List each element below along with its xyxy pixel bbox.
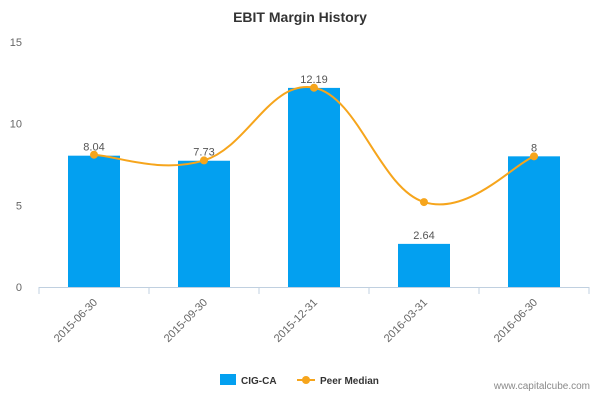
bar-data-label: 12.19 xyxy=(300,74,328,86)
legend: CIG-CA Peer Median xyxy=(220,374,379,387)
peer-median-point xyxy=(310,83,318,92)
watermark: www.capitalcube.com xyxy=(493,381,590,392)
x-tick-label: 2016-06-30 xyxy=(492,297,540,345)
line-series xyxy=(90,83,538,207)
legend-swatch-cig-ca xyxy=(220,374,236,385)
y-tick-label: 10 xyxy=(10,119,22,131)
x-tick-label: 2016-03-31 xyxy=(382,297,430,345)
bar-data-label: 8 xyxy=(531,142,537,154)
bar xyxy=(178,160,230,287)
legend-label-cig-ca: CIG-CA xyxy=(241,376,277,387)
y-axis-ticks: 0 5 10 15 xyxy=(10,37,22,294)
x-axis: 2015-06-30 2015-09-30 2015-12-31 2016-03-31… xyxy=(38,287,590,345)
bar-data-label: 2.64 xyxy=(413,230,434,242)
peer-median-point xyxy=(200,156,208,165)
bar-data-label: 7.73 xyxy=(193,147,214,159)
bar xyxy=(508,156,560,287)
y-tick-label: 0 xyxy=(16,282,22,294)
y-tick-label: 5 xyxy=(16,200,22,212)
legend-marker-peer-median xyxy=(302,376,310,384)
peer-median-point xyxy=(420,198,428,207)
bar-series xyxy=(68,87,560,287)
bar xyxy=(288,87,340,287)
peer-median-point xyxy=(530,152,538,161)
peer-median-point xyxy=(90,150,98,159)
chart-title: EBIT Margin History xyxy=(233,9,367,25)
bar-data-labels: 8.04 7.73 12.19 2.64 8 xyxy=(83,74,537,242)
x-tick-label: 2015-12-31 xyxy=(272,297,320,345)
bar xyxy=(68,155,120,287)
bar-data-label: 8.04 xyxy=(83,142,104,154)
legend-label-peer-median: Peer Median xyxy=(320,376,379,387)
bar xyxy=(398,243,450,287)
y-tick-label: 15 xyxy=(10,37,22,49)
x-tick-label: 2015-09-30 xyxy=(162,297,210,345)
x-tick-label: 2015-06-30 xyxy=(52,297,100,345)
